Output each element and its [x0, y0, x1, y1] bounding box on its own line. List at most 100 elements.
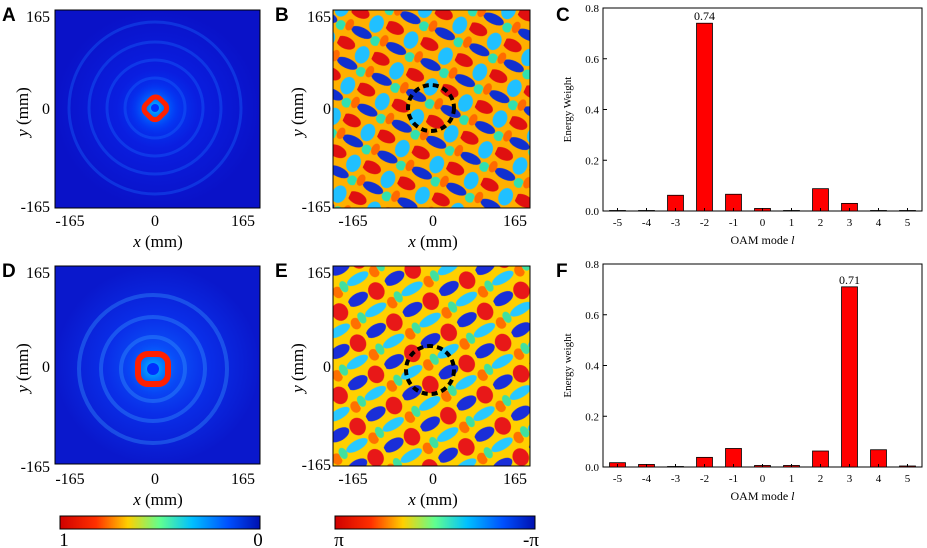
y-tick-mid: 0 — [42, 359, 50, 376]
panel-letter-a: A — [2, 5, 16, 26]
panel-letter-c: C — [556, 5, 570, 26]
bar-mode--2 — [696, 22, 713, 212]
x-tick-label: 3 — [847, 473, 853, 485]
phase-map-e: 165 0 -165 -165 0 165 x (mm) y (mm) — [288, 265, 531, 509]
x-tick-label: -3 — [671, 217, 681, 229]
panel-letter-d: D — [2, 261, 16, 282]
vortex-ring — [135, 351, 171, 387]
vortex-core — [151, 104, 159, 112]
y-axis-label: Energy Weight — [562, 77, 574, 143]
y-axis-label: y (mm) — [13, 343, 32, 395]
x-tick-label: 0 — [760, 473, 766, 485]
y-tick-top: 165 — [26, 265, 50, 282]
y-axis-label: y (mm) — [13, 87, 32, 139]
phase-map-b: 165 0 -165 -165 0 165 x (mm) y (mm) — [288, 9, 531, 251]
vortex-core — [147, 363, 159, 375]
y-axis-label: y (mm) — [288, 343, 307, 395]
x-tick-right: 165 — [231, 213, 255, 230]
colorbar-gradient — [334, 515, 536, 530]
x-tick-left: -165 — [55, 471, 84, 488]
x-tick-label: -2 — [700, 217, 709, 229]
colorbar-left-label: 1 — [59, 530, 69, 548]
y-tick-bottom: -165 — [21, 459, 50, 476]
colorbar-gradient — [59, 515, 261, 530]
panel-letter-f: F — [556, 261, 568, 282]
x-tick-mid: 0 — [429, 471, 437, 488]
x-tick-label: 3 — [847, 217, 853, 229]
x-axis-label: x (mm) — [407, 490, 458, 509]
vortex-ring — [141, 94, 170, 123]
y-tick-label: 0.2 — [585, 155, 599, 167]
x-tick-label: -4 — [642, 217, 652, 229]
y-tick-label: 0.4 — [585, 361, 599, 373]
y-tick-bottom: -165 — [302, 199, 331, 216]
x-tick-mid: 0 — [429, 213, 437, 230]
intensity-map-a: 165 0 -165 -165 0 165 x (mm) y (mm) — [13, 9, 261, 251]
phase-colorbar: π -π — [334, 515, 539, 548]
y-tick-label: 0.2 — [585, 411, 599, 423]
plot-frame — [332, 9, 531, 209]
colorbar-right-label: 0 — [253, 530, 263, 548]
plot-frame — [602, 7, 923, 212]
dashed-circle — [406, 83, 456, 133]
ripple-rings — [67, 20, 243, 196]
x-tick-mid: 0 — [151, 471, 159, 488]
plot-frame — [602, 263, 923, 468]
y-tick-label: 0.0 — [585, 206, 599, 218]
plot-frame — [54, 9, 261, 209]
x-tick-left: -165 — [338, 213, 367, 230]
y-axis-label: Energy weight — [562, 333, 574, 397]
bar-value-label: 0.71 — [839, 273, 860, 287]
ripple-rings — [77, 293, 229, 445]
x-axis-label: x (mm) — [132, 232, 183, 251]
x-axis-label: OAM mode l — [730, 489, 795, 503]
y-tick-label: 0.6 — [585, 54, 599, 66]
y-tick-label: 0.6 — [585, 310, 599, 322]
x-tick-label: -4 — [642, 473, 652, 485]
x-tick-mid: 0 — [151, 213, 159, 230]
y-tick-bottom: -165 — [302, 457, 331, 474]
phase-plot-area — [333, 266, 530, 466]
bar-chart-f: 0.0 0.2 0.4 0.6 0.8 -5 -4 -3 -2 -1 0 1 2 3 4 5 0.71 OAM m… — [562, 259, 923, 503]
x-tick-left: -165 — [55, 213, 84, 230]
x-tick-label: 4 — [876, 217, 882, 229]
x-tick-right: 165 — [503, 213, 527, 230]
panel-letter-e: E — [275, 261, 288, 282]
x-tick-label: -2 — [700, 473, 709, 485]
y-tick-mid: 0 — [42, 101, 50, 118]
y-tick-top: 165 — [307, 9, 331, 26]
x-tick-label: 1 — [789, 217, 795, 229]
y-tick-label: 0.8 — [585, 3, 599, 15]
x-tick-label: 2 — [818, 217, 824, 229]
x-tick-label: -5 — [613, 473, 623, 485]
y-axis-label: y (mm) — [288, 87, 307, 139]
y-tick-top: 165 — [307, 265, 331, 282]
x-tick-label: -1 — [729, 473, 738, 485]
bar-chart-c: 0.0 0.2 0.4 0.6 0.8 -5 -4 -3 -2 -1 0 1 2 3 4 5 0.74 OAM m… — [562, 3, 923, 247]
y-tick-top: 165 — [26, 9, 50, 26]
x-tick-label: 5 — [905, 217, 911, 229]
y-tick-label: 0.4 — [585, 105, 599, 117]
x-tick-label: 0 — [760, 217, 766, 229]
phase-plot-area — [333, 10, 530, 208]
panel-letter-b: B — [275, 5, 289, 26]
y-tick-label: 0.8 — [585, 259, 599, 271]
y-tick-label: 0.0 — [585, 462, 599, 474]
x-tick-right: 165 — [503, 471, 527, 488]
colorbar-left-label: π — [334, 530, 344, 548]
plot-frame — [54, 265, 261, 465]
bar-mode-3 — [841, 286, 858, 468]
bar-value-label: 0.74 — [694, 9, 715, 23]
y-tick-bottom: -165 — [21, 199, 50, 216]
x-tick-label: 1 — [789, 473, 795, 485]
colorbar-right-label: -π — [523, 530, 539, 548]
plot-frame — [332, 265, 531, 467]
x-tick-label: 2 — [818, 473, 824, 485]
x-tick-label: 4 — [876, 473, 882, 485]
x-axis-label: OAM mode l — [730, 233, 795, 247]
x-tick-label: -1 — [729, 217, 738, 229]
x-axis-label: x (mm) — [132, 490, 183, 509]
x-axis-label: x (mm) — [407, 232, 458, 251]
y-tick-mid: 0 — [323, 101, 331, 118]
x-tick-left: -165 — [338, 471, 367, 488]
